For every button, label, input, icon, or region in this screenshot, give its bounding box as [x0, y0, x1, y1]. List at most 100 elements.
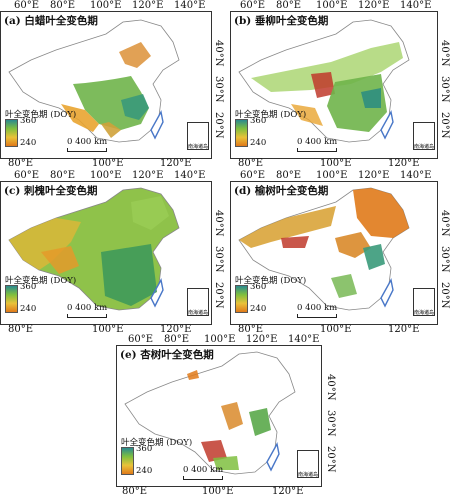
inset-label: 南海诸岛 [414, 144, 435, 150]
legend-max: 360 [250, 116, 267, 126]
map-frame: (c) 刺槐叶全变色期 叶全变色期 (DOY) 360 240 0 400 km… [0, 181, 212, 325]
ytick-right: 20°N [439, 282, 450, 309]
legend: 叶全变色期 (DOY) 360 240 [5, 108, 85, 153]
xtick-bottom: 80°E [238, 158, 264, 169]
ytick-right: 40°N [213, 210, 224, 237]
panel-title: (d) 榆树叶全变色期 [234, 185, 329, 197]
ytick-right: 20°N [325, 446, 336, 473]
map-frame: (e) 杏树叶全变色期 叶全变色期 (DOY) 360 240 0 400 km… [116, 345, 322, 487]
map-canvas [238, 187, 410, 311]
panel-c: 60°E 80°E 100°E 120°E 140°E (c) 刺槐叶全变色期 … [0, 170, 226, 335]
inset-map: 南海诸岛 [297, 450, 319, 478]
panel-title: (e) 杏树叶全变色期 [120, 349, 214, 361]
map-frame: (b) 垂柳叶全变色期 叶全变色期 (DOY) 360 240 0 400 km… [230, 11, 438, 159]
legend-colorbar [5, 285, 18, 313]
scale-label: 0 400 km [183, 465, 224, 475]
xtick-top: 140°E [174, 0, 206, 11]
map-canvas [8, 187, 180, 311]
xtick-top: 80°E [164, 334, 190, 345]
xtick-top: 60°E [240, 170, 266, 181]
xtick-bottom: 120°E [160, 158, 192, 169]
map-canvas [238, 19, 410, 143]
legend-title: 叶全变色期 (DOY) [235, 110, 307, 120]
inset-map: 南海诸岛 [413, 288, 435, 316]
ytick-right: 30°N [325, 410, 336, 437]
panel-title: (c) 刺槐叶全变色期 [4, 185, 98, 197]
scale-label: 0 400 km [67, 303, 108, 313]
ytick-right: 20°N [439, 112, 450, 139]
xtick-bottom: 80°E [8, 324, 34, 335]
xtick-top: 80°E [50, 0, 76, 11]
scale-label: 0 400 km [297, 137, 338, 147]
xtick-top: 60°E [14, 170, 40, 181]
ytick-right: 30°N [439, 76, 450, 103]
xtick-top: 100°E [90, 170, 122, 181]
legend-max: 360 [250, 282, 267, 292]
ytick-right: 40°N [213, 40, 224, 67]
xtick-top: 100°E [316, 0, 348, 11]
legend-colorbar [235, 285, 248, 313]
xtick-top: 120°E [246, 334, 278, 345]
xtick-bottom: 100°E [320, 158, 352, 169]
panel-d: 60°E 80°E 100°E 120°E 140°E (d) 榆树叶全变色期 … [226, 170, 453, 335]
scale-label: 0 400 km [297, 303, 338, 313]
map-canvas [124, 351, 296, 475]
legend-colorbar [121, 447, 134, 475]
xtick-bottom: 80°E [8, 158, 34, 169]
ytick-right: 40°N [325, 374, 336, 401]
xtick-top: 140°E [400, 0, 432, 11]
xtick-top: 140°E [400, 170, 432, 181]
xtick-top: 100°E [316, 170, 348, 181]
panel-title: (b) 垂柳叶全变色期 [234, 15, 329, 27]
ytick-right: 20°N [213, 112, 224, 139]
ytick-right: 30°N [439, 246, 450, 273]
legend: 叶全变色期 (DOY) 360 240 [235, 108, 315, 153]
inset-label: 南海诸岛 [188, 310, 209, 316]
legend-colorbar [235, 119, 248, 147]
xtick-top: 80°E [50, 170, 76, 181]
xtick-top: 60°E [14, 0, 40, 11]
inset-label: 南海诸岛 [188, 144, 209, 150]
legend-title: 叶全变色期 (DOY) [235, 276, 307, 286]
legend-min: 240 [20, 138, 37, 148]
scale-label: 0 400 km [67, 137, 108, 147]
xtick-top: 60°E [128, 334, 154, 345]
xtick-top: 100°E [204, 334, 236, 345]
legend-max: 360 [20, 282, 37, 292]
xtick-bottom: 100°E [92, 158, 124, 169]
panel-a: 60°E 80°E 100°E 120°E 140°E (a) 白蜡叶全变色期 … [0, 0, 226, 170]
ytick-right: 30°N [213, 76, 224, 103]
legend: 叶全变色期 (DOY) 360 240 [5, 274, 85, 319]
xtick-top: 60°E [240, 0, 266, 11]
legend-min: 240 [250, 304, 267, 314]
legend-max: 360 [20, 116, 37, 126]
legend-min: 240 [250, 138, 267, 148]
xtick-top: 80°E [276, 170, 302, 181]
inset-map: 南海诸岛 [187, 122, 209, 150]
ytick-right: 40°N [439, 210, 450, 237]
xtick-bottom: 120°E [388, 324, 420, 335]
xtick-top: 120°E [358, 170, 390, 181]
legend-title: 叶全变色期 (DOY) [5, 276, 77, 286]
legend-min: 240 [20, 304, 37, 314]
legend-max: 360 [136, 444, 153, 454]
ytick-right: 30°N [213, 246, 224, 273]
xtick-bottom: 120°E [388, 158, 420, 169]
panel-b: 60°E 80°E 100°E 120°E 140°E (b) 垂柳叶全变色期 … [226, 0, 453, 170]
legend-title: 叶全变色期 (DOY) [5, 110, 77, 120]
xtick-top: 120°E [358, 0, 390, 11]
legend: 叶全变色期 (DOY) 360 240 [235, 274, 315, 319]
xtick-top: 140°E [174, 170, 206, 181]
inset-map: 南海诸岛 [413, 122, 435, 150]
xtick-bottom: 120°E [272, 486, 304, 497]
inset-label: 南海诸岛 [298, 472, 319, 478]
xtick-top: 80°E [276, 0, 302, 11]
panel-title: (a) 白蜡叶全变色期 [4, 15, 98, 27]
ytick-right: 40°N [439, 40, 450, 67]
map-frame: (d) 榆树叶全变色期 叶全变色期 (DOY) 360 240 0 400 km… [230, 181, 438, 325]
legend-title: 叶全变色期 (DOY) [121, 438, 193, 448]
xtick-top: 100°E [90, 0, 122, 11]
legend-colorbar [5, 119, 18, 147]
panel-e: 60°E 80°E 100°E 120°E 140°E (e) 杏树叶全变色期 … [114, 334, 340, 499]
xtick-bottom: 80°E [122, 486, 148, 497]
